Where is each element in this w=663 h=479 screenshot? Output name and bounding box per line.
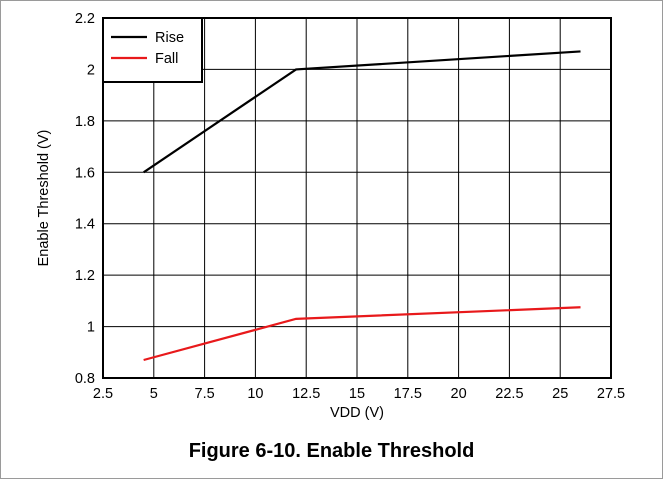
- figure-caption: Figure 6-10. Enable Threshold: [188, 440, 475, 462]
- y-tick-label: 1.2: [75, 268, 95, 284]
- series-lines: [143, 50, 581, 362]
- y-axis-title: Enable Threshold (V): [36, 130, 52, 267]
- legend-label-fall: Fall: [155, 51, 178, 67]
- y-tick-label: 1: [87, 320, 95, 336]
- x-tick-label: 15: [349, 386, 365, 402]
- x-tick-label: 5: [150, 386, 158, 402]
- series-line-fall: [143, 306, 581, 362]
- x-axis-title: VDD (V): [330, 405, 384, 421]
- legend: Rise Fall: [102, 17, 203, 83]
- y-tick-label: 2.2: [75, 11, 95, 27]
- x-tick-labels: 2.5 5 7.5 10 12.5 15 17.5 20 22.5 25 27.5: [93, 386, 625, 402]
- y-tick-label: 1.6: [75, 165, 95, 181]
- x-tick-label: 22.5: [495, 386, 523, 402]
- x-tick-label: 2.5: [93, 386, 113, 402]
- legend-box: [102, 17, 203, 83]
- x-tick-label: 7.5: [195, 386, 215, 402]
- y-tick-label: 0.8: [75, 371, 95, 387]
- y-tick-label: 2: [87, 62, 95, 78]
- x-tick-label: 10: [247, 386, 263, 402]
- x-tick-label: 17.5: [394, 386, 422, 402]
- x-tick-label: 20: [451, 386, 467, 402]
- x-tick-label: 12.5: [292, 386, 320, 402]
- y-tick-label: 1.4: [75, 217, 95, 233]
- x-tick-label: 25: [552, 386, 568, 402]
- series-line-rise: [143, 50, 581, 174]
- legend-label-rise: Rise: [155, 30, 184, 46]
- plot-area-border: [102, 17, 612, 379]
- y-tick-label: 1.8: [75, 114, 95, 130]
- y-tick-labels: 0.8 1 1.2 1.4 1.6 1.8 2 2.2: [75, 11, 95, 387]
- x-tick-label: 27.5: [597, 386, 625, 402]
